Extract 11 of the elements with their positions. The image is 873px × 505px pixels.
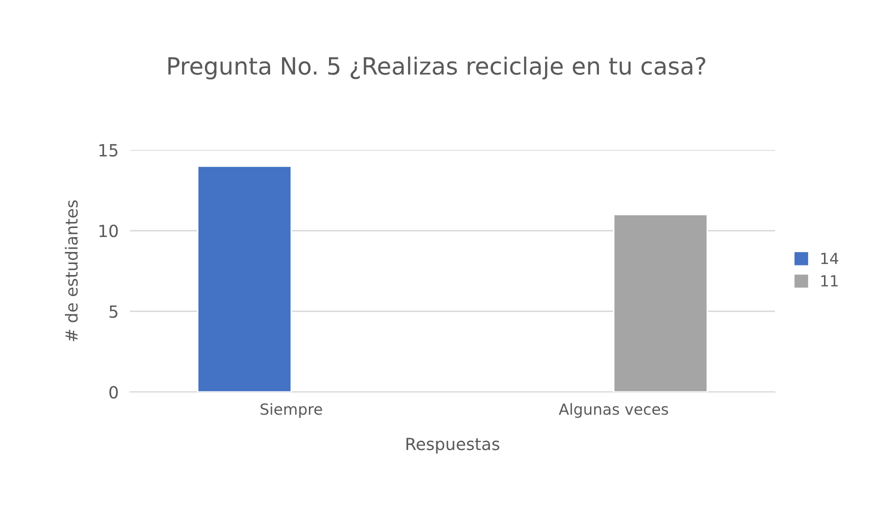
y-tick-label: 10	[100, 224, 118, 238]
x-axis-title: Respuestas	[406, 438, 500, 454]
y-tick-label: 5	[110, 306, 118, 318]
chart-title: Pregunta No. 5 ¿Realizas reciclaje en tu casa?	[168, 56, 706, 80]
x-tick-label: Algunas veces	[558, 403, 668, 418]
y-axis-title: # de estudiantes	[64, 200, 78, 342]
x-tick-label: Siempre	[260, 403, 322, 418]
y-tick-label: 0	[109, 386, 118, 399]
y-tick-label: 15	[100, 144, 118, 157]
legend-label: 11	[821, 275, 838, 286]
legend-label: 14	[821, 252, 838, 264]
